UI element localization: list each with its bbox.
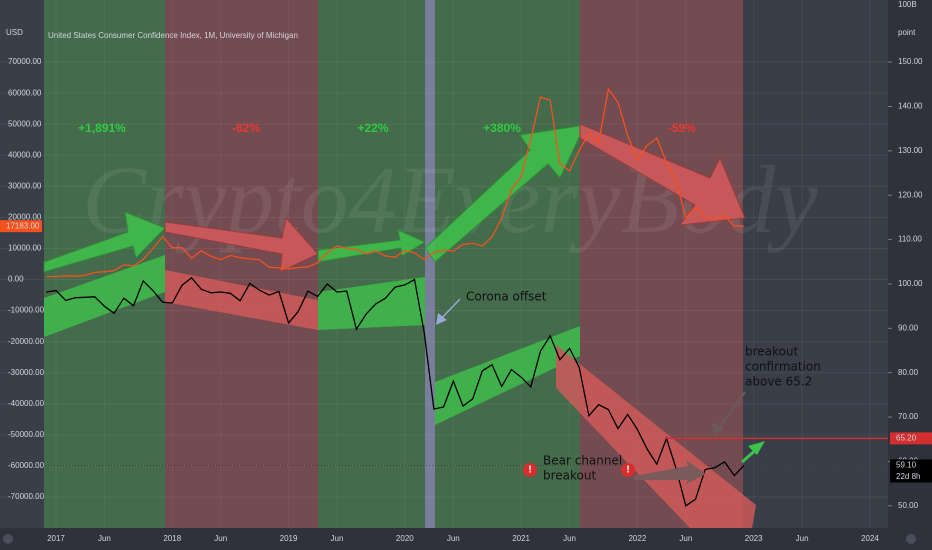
x-tick-label: 2017 — [47, 534, 65, 543]
y-tick-label: 30000.00 — [8, 181, 42, 190]
svg-text:!: ! — [528, 465, 531, 476]
x-tick-label: 2023 — [745, 534, 763, 543]
y2-tick-label: 110.00 — [898, 235, 922, 244]
y2-tick-label: 70.00 — [898, 412, 919, 421]
y2-tick-label: 80.00 — [898, 368, 919, 377]
y-tick-label: -40000.00 — [8, 399, 45, 408]
y-unit: USD — [6, 28, 23, 37]
annotations: +1,891% -62% +22% +380% -59% Corona offs… — [78, 121, 821, 482]
y2-tick-label: 140.00 — [898, 102, 923, 111]
x-tick-label: 2021 — [512, 534, 530, 543]
last-value-box — [890, 459, 932, 472]
annotation: above 65.2 — [745, 375, 812, 389]
y2-tick-label: 100.00 — [898, 279, 923, 288]
annotation: +22% — [357, 121, 388, 135]
y2-tick-label: 130.00 — [898, 146, 923, 155]
last-value-label: 59.10 — [896, 461, 917, 470]
x-tick-label: Jun — [796, 534, 809, 543]
y2-unit: point — [898, 28, 916, 37]
y2-tick-label: 120.00 — [898, 190, 923, 199]
plot — [46, 87, 888, 507]
svg-text:!: ! — [626, 465, 629, 476]
y-tick-label: -70000.00 — [8, 492, 45, 501]
annotation: Bear channel — [543, 454, 622, 468]
annotation: breakout — [745, 345, 798, 359]
y-tick-label: 70000.00 — [8, 57, 42, 66]
y-tick-label: 60000.00 — [8, 88, 42, 97]
y2-top-label: 100B — [898, 0, 917, 9]
last-value-box — [0, 220, 42, 233]
x-tick-label: 2018 — [163, 534, 181, 543]
annotation: Corona offset — [466, 290, 547, 304]
y-tick-label: 50000.00 — [8, 119, 42, 128]
trend-arrows — [43, 123, 746, 273]
level-label: 65.20 — [896, 433, 917, 442]
x-tick-label: Jun — [98, 534, 111, 543]
x-tick-label: 2020 — [396, 534, 414, 543]
annotation: -59% — [668, 121, 696, 135]
x-tick-label: 2024 — [861, 534, 879, 543]
countdown-box — [890, 471, 932, 483]
y-tick-label: -50000.00 — [8, 430, 45, 439]
y2-tick-label: 150.00 — [898, 57, 923, 66]
countdown: 22d 8h — [896, 472, 920, 481]
annotation: +1,891% — [78, 121, 126, 135]
annotation: +380% — [483, 121, 521, 135]
y-tick-label: 10000.00 — [8, 244, 42, 253]
settings-button[interactable] — [906, 534, 916, 544]
y-tick-label: 40000.00 — [8, 150, 42, 159]
level-box — [890, 432, 932, 445]
x-tick-label: Jun — [331, 534, 344, 543]
x-tick-label: 2022 — [628, 534, 646, 543]
y-tick-label: 0.00 — [8, 275, 24, 284]
series-line — [46, 87, 745, 278]
callouts: ! ! — [436, 298, 765, 484]
y-tick-label: -20000.00 — [8, 337, 45, 346]
y2-tick-label: 90.00 — [898, 323, 919, 332]
y-tick-label: -30000.00 — [8, 368, 45, 377]
logo-button[interactable] — [3, 534, 13, 544]
x-tick-label: Jun — [447, 534, 460, 543]
y-tick-label: -60000.00 — [8, 461, 45, 470]
x-tick-label: Jun — [679, 534, 692, 543]
annotation: breakout — [543, 469, 596, 483]
y-tick-label: -10000.00 — [8, 306, 45, 315]
x-tick-label: Jun — [214, 534, 227, 543]
series-line — [46, 276, 745, 507]
x-tick-label: Jun — [563, 534, 576, 543]
annotation: -62% — [232, 121, 260, 135]
y2-tick-label: 50.00 — [898, 501, 919, 510]
y-tick-label: 20000.00 — [8, 213, 42, 222]
annotation: confirmation — [745, 360, 821, 374]
chart-title: United States Consumer Confidence Index,… — [48, 31, 298, 40]
x-tick-label: 2019 — [280, 534, 298, 543]
last-value-label: 17183.00 — [6, 221, 40, 230]
